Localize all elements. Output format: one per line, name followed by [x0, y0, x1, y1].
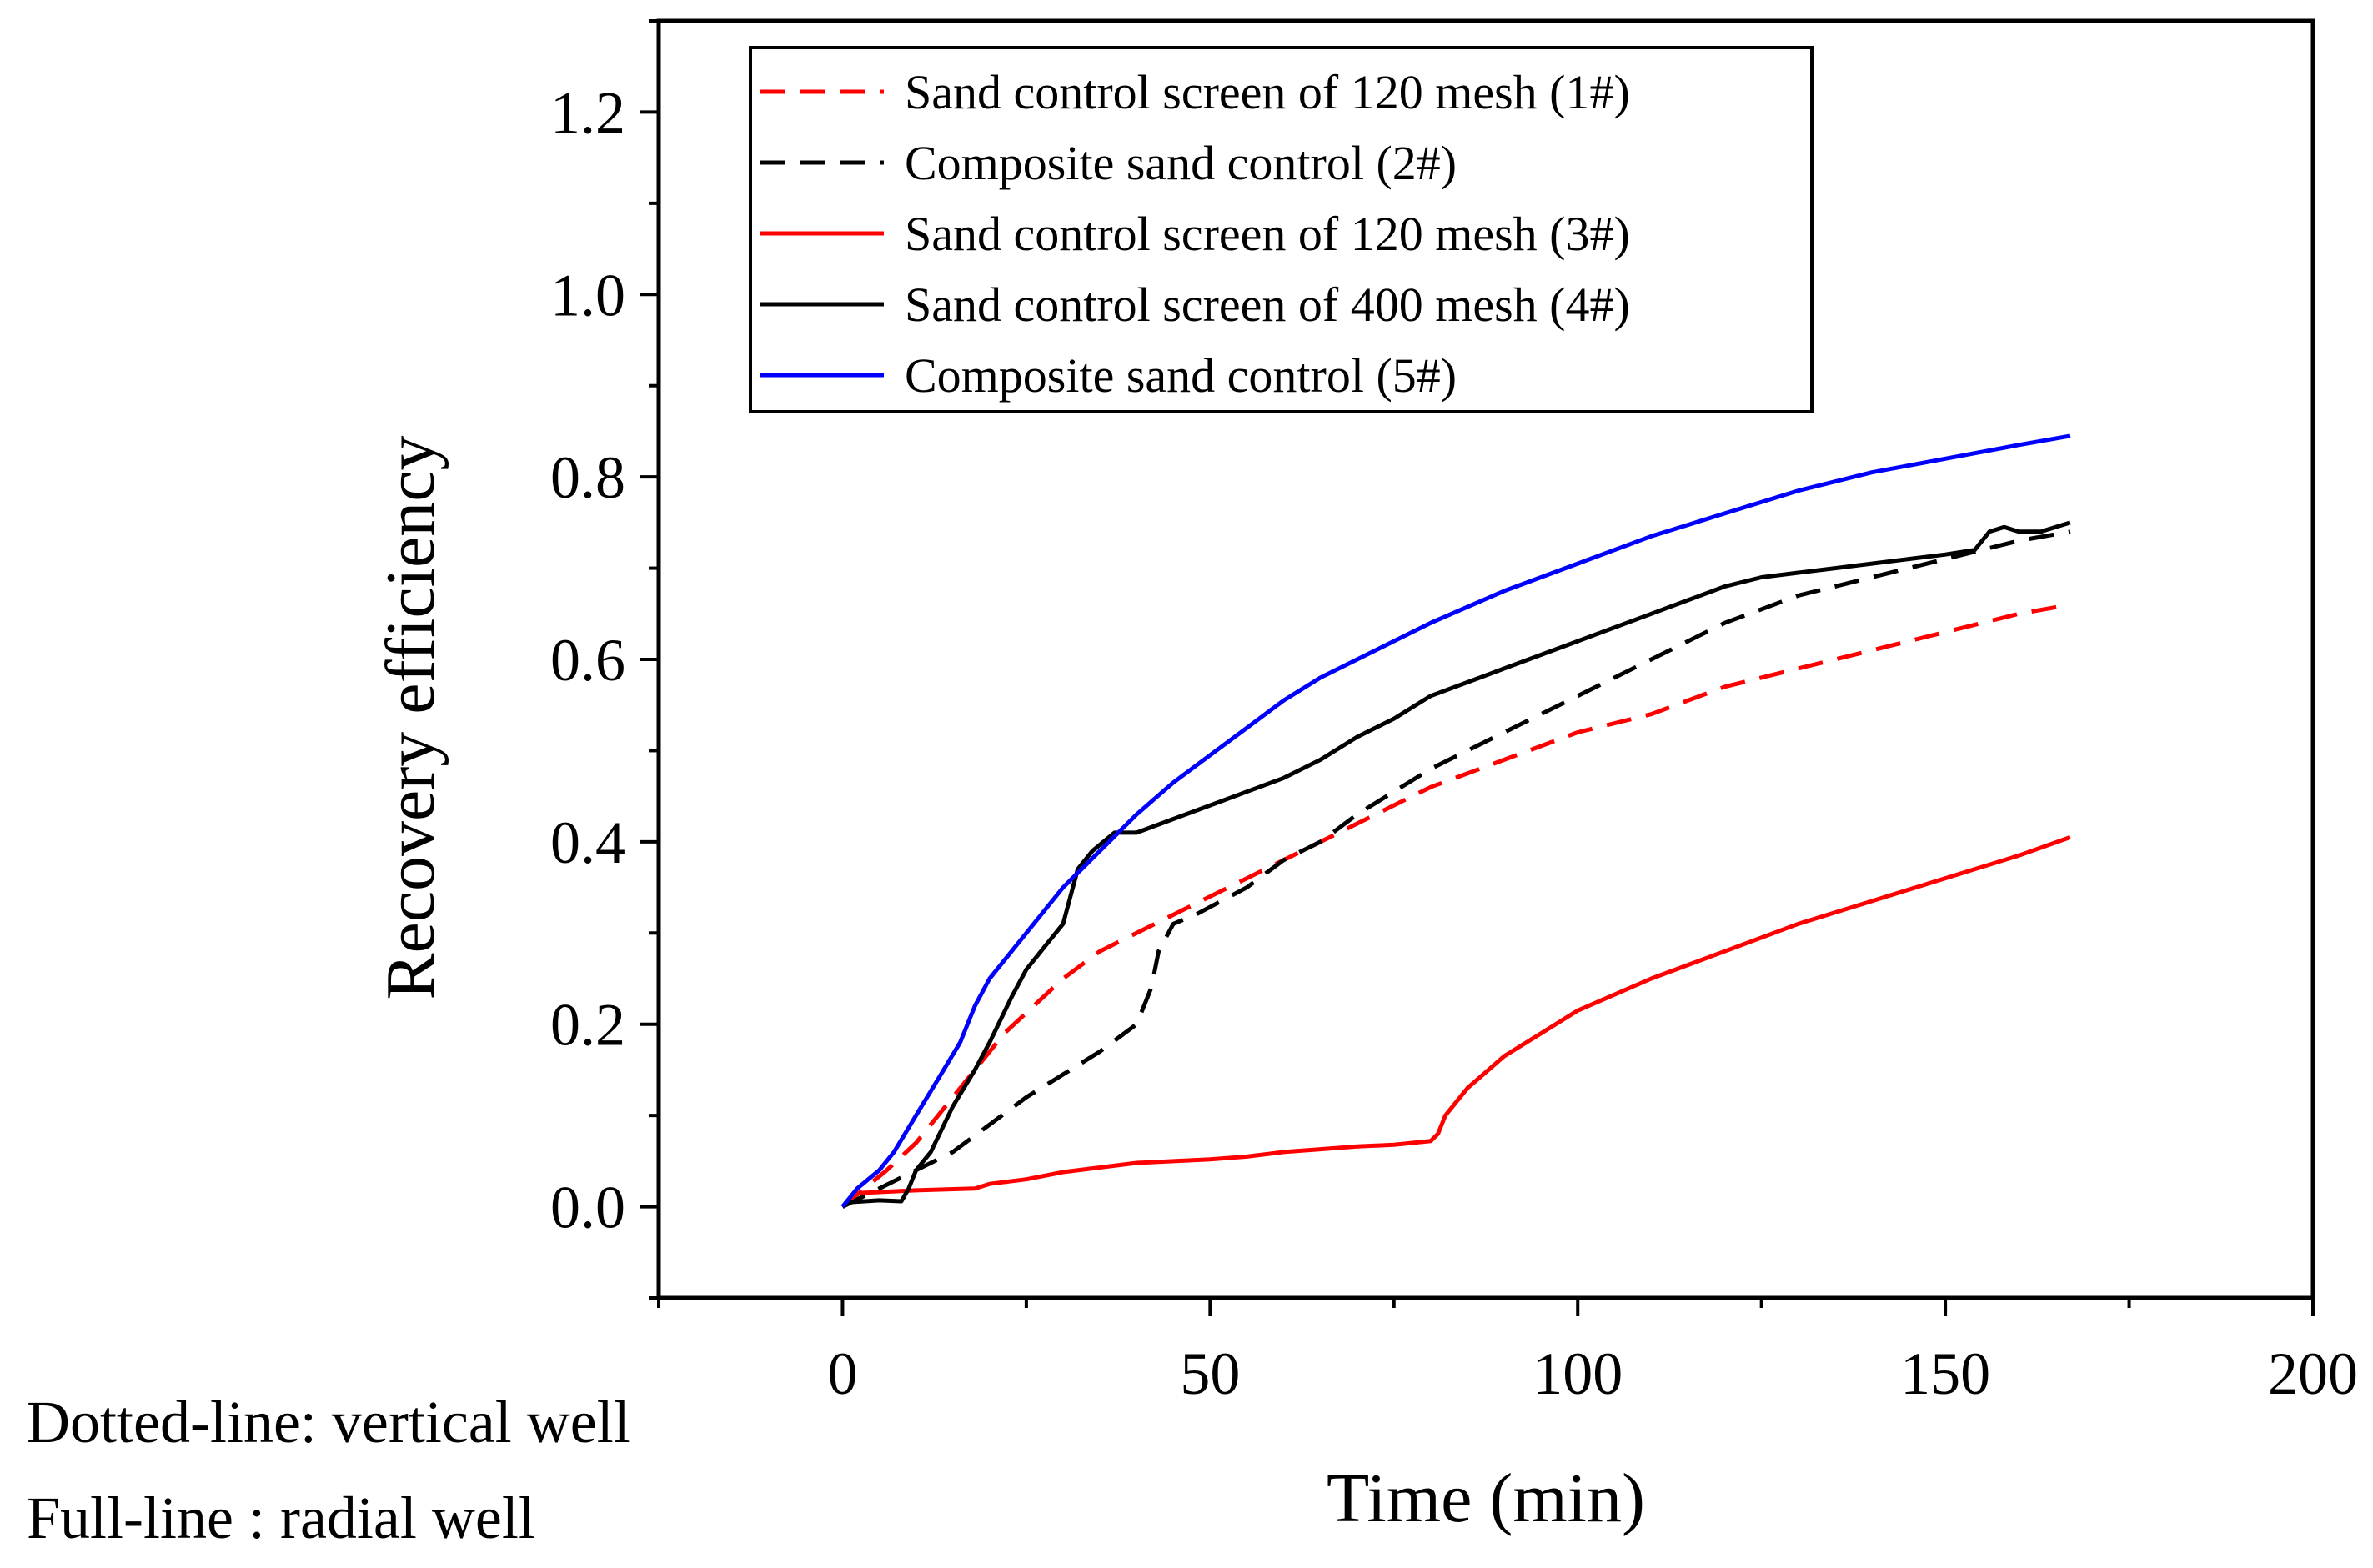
legend: Sand control screen of 120 mesh (1#) Comp… [749, 46, 1814, 413]
x-tick-label: 100 [1533, 1340, 1623, 1407]
y-tick-label: 0.0 [550, 1175, 625, 1241]
legend-label-4: Sand control screen of 400 mesh (4#) [905, 278, 1630, 332]
x-tick-label: 150 [1900, 1340, 1990, 1407]
series-line-1 [840, 602, 2071, 1209]
x-tick-label: 200 [2268, 1340, 2358, 1407]
y-axis-title: Recovery efficiency [372, 435, 449, 999]
series-layer [840, 433, 2071, 1209]
legend-label-5: Composite sand control (5#) [905, 348, 1457, 403]
y-tick-label: 0.4 [550, 809, 625, 876]
note-dotted-line: Dotted-line: vertical well [27, 1389, 630, 1455]
legend-label-1: Sand control screen of 120 mesh (1#) [905, 65, 1630, 119]
y-tick-label: 0.2 [550, 992, 625, 1059]
note-full-line: Full-line : radial well [27, 1485, 535, 1551]
x-axis-title: Time (min) [1327, 1460, 1645, 1537]
y-tick-label: 1.0 [550, 262, 625, 328]
legend-label-3: Sand control screen of 120 mesh (3#) [905, 207, 1630, 261]
axis-ticks [640, 19, 2315, 1316]
legend-label-2: Composite sand control (2#) [905, 136, 1457, 190]
axis-tick-labels: 0 50 100 150 200 0.0 0.2 0.4 0.6 0.8 1.0 1.2 [550, 79, 2358, 1407]
x-tick-label: 0 [827, 1340, 857, 1407]
series-line-4 [841, 520, 2071, 1209]
y-tick-label: 1.2 [550, 79, 625, 146]
x-tick-label: 50 [1180, 1340, 1240, 1407]
series-line-2 [841, 529, 2071, 1209]
y-tick-label: 0.8 [550, 444, 625, 511]
series-line-5 [840, 433, 2071, 1209]
series-line-3 [840, 835, 2071, 1209]
y-tick-label: 0.6 [550, 627, 625, 694]
legend-box [749, 46, 1814, 413]
